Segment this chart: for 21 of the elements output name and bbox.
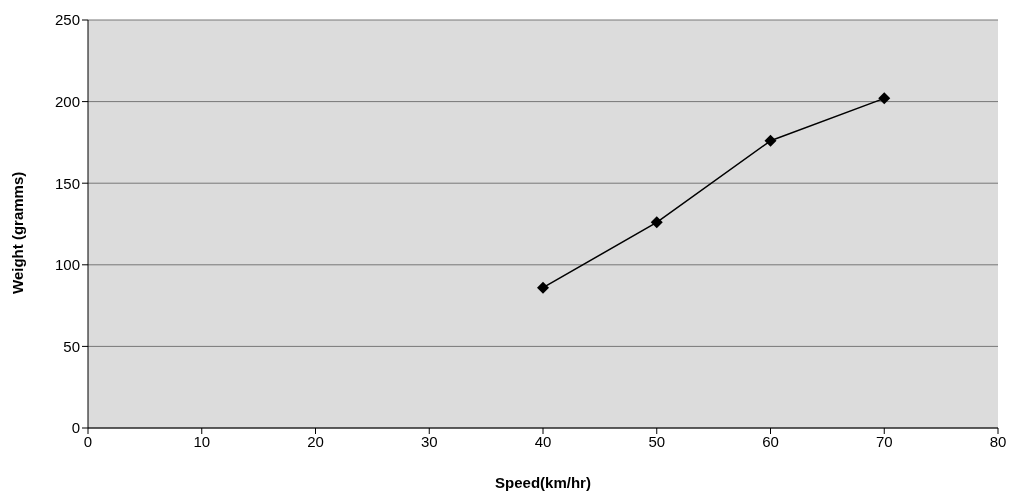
x-tick-label: 80	[989, 432, 1007, 450]
x-tick-label: 20	[307, 432, 324, 450]
y-tick-label: 250	[54, 11, 80, 29]
x-tick-label: 40	[534, 432, 552, 450]
x-tick-label: 50	[648, 432, 666, 450]
y-tick-label: 50	[63, 337, 80, 355]
point	[764, 134, 777, 147]
point	[650, 216, 663, 229]
x-tick-label: 60	[762, 432, 779, 450]
y-axis-title: Weight (gramms)	[9, 171, 27, 294]
x-tick-label: 10	[193, 432, 211, 450]
x-tick-label: 30	[420, 432, 438, 450]
x-axis-title: Speed(km/hr)	[495, 474, 591, 491]
point	[537, 281, 549, 294]
y-tick-label: 100	[54, 256, 80, 274]
x-tick-label: 70	[875, 432, 893, 450]
x-tick-label: 0	[83, 432, 93, 450]
point	[878, 92, 891, 105]
y-tick-label: 0	[71, 419, 80, 437]
y-tick-label: 200	[54, 92, 80, 110]
y-tick-label: 150	[54, 174, 80, 192]
